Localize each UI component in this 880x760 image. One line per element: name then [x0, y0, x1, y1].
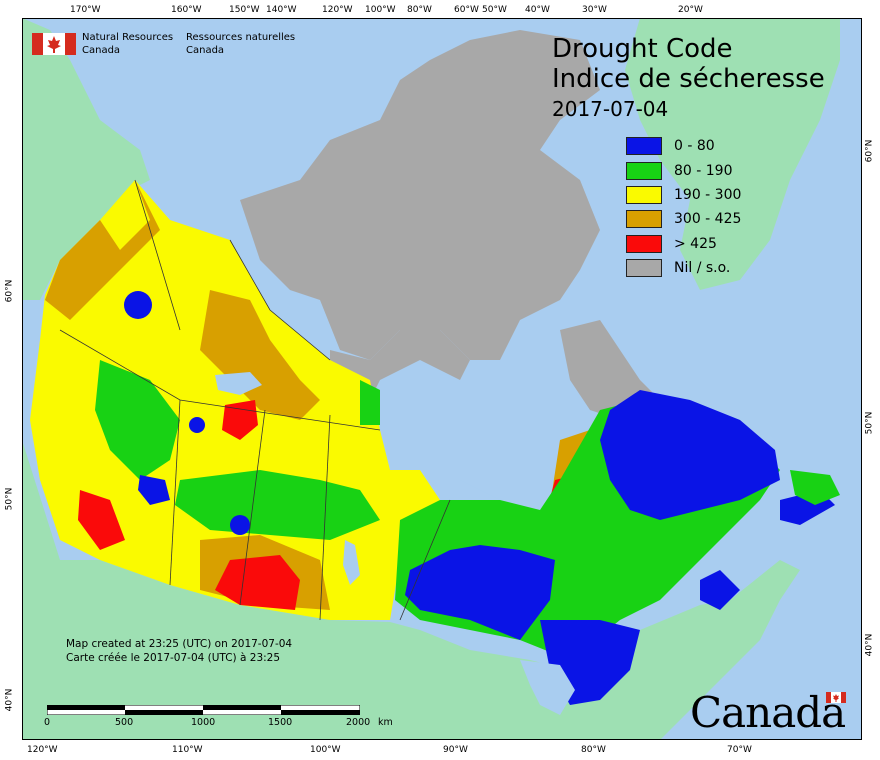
tick-left-50n: 50°N: [4, 487, 15, 511]
legend-label: 300 - 425: [674, 211, 742, 228]
scale-label-0: 0: [44, 717, 51, 728]
tick-top-100w: 100°W: [365, 5, 396, 15]
lake-central: [215, 372, 262, 395]
orange-north: [45, 180, 160, 320]
legend-label: 190 - 300: [674, 186, 742, 203]
scale-label-2000: 2000: [346, 717, 371, 728]
org-en-line2: Canada: [82, 45, 121, 56]
tick-top-20w: 20°W: [678, 5, 703, 15]
tick-top-170w: 170°W: [70, 5, 101, 15]
scale-label-500: 500: [115, 717, 134, 728]
tick-left-60n: 60°N: [4, 279, 15, 303]
org-name-fr: Ressources naturelles Canada: [186, 31, 295, 57]
great-lakes: [520, 660, 575, 715]
title-en: Drought Code: [552, 34, 733, 64]
org-name-en: Natural Resources Canada: [82, 31, 173, 57]
green-prairies: [175, 470, 380, 540]
legend-swatch: [626, 161, 662, 180]
tick-top-40w: 40°W: [525, 5, 550, 15]
blue-spot-prairies: [230, 515, 250, 535]
legend-item: 80 - 190: [626, 158, 741, 182]
credit-fr: Carte créée le 2017-07-04 (UTC) à 23:25: [66, 652, 281, 664]
canada-flag-icon: [32, 33, 76, 55]
eastern-blue: [405, 545, 555, 640]
provincial-borders: [59, 179, 451, 621]
tick-right-60n: 60°N: [864, 139, 875, 163]
legend-item: 300 - 425: [626, 207, 741, 231]
tick-top-150w: 150°W: [229, 5, 260, 15]
green-west: [95, 360, 180, 480]
blue-west-lake: [138, 475, 170, 505]
org-en-line1: Natural Resources: [82, 32, 174, 43]
tick-top-140w: 140°W: [266, 5, 297, 15]
orange-center: [200, 290, 320, 420]
tick-top-160w: 160°W: [171, 5, 202, 15]
tick-bottom-70w: 70°W: [727, 745, 752, 755]
title-date: 2017-07-04: [552, 97, 669, 121]
map-title: Drought Code Indice de sécheresse 2017-0…: [552, 34, 825, 122]
tick-right-40n: 40°N: [864, 633, 875, 657]
map-credit: Map created at 23:25 (UTC) on 2017-07-04…: [66, 637, 292, 665]
green-hudson: [360, 380, 380, 425]
blue-spot-north: [124, 291, 152, 319]
tick-right-50n: 50°N: [864, 411, 875, 435]
credit-en: Map created at 23:25 (UTC) on 2017-07-04: [66, 638, 293, 650]
legend-item: Nil / s.o.: [626, 256, 741, 280]
legend: 0 - 80 80 - 190 190 - 300 300 - 425 > 42…: [626, 134, 741, 280]
legend-swatch: [626, 259, 662, 278]
legend-swatch: [626, 137, 662, 156]
tick-bottom-100w: 100°W: [310, 745, 341, 755]
tick-top-60w: 60°W: [454, 5, 479, 15]
title-fr: Indice de sécheresse: [552, 64, 825, 94]
wordmark-flag-icon: [826, 692, 846, 703]
org-fr-line1: Ressources naturelles: [186, 32, 296, 43]
tick-top-120w: 120°W: [322, 5, 353, 15]
map-frame: [22, 18, 862, 740]
red-prairies: [215, 555, 300, 610]
alaska-land: [22, 18, 150, 300]
legend-item: 0 - 80: [626, 134, 741, 158]
scale-unit: km: [378, 717, 393, 728]
blue-spot-center: [189, 417, 205, 433]
scale-label-1500: 1500: [268, 717, 293, 728]
legend-item: 190 - 300: [626, 183, 741, 207]
tick-top-30w: 30°W: [582, 5, 607, 15]
greenland-land: [625, 18, 840, 290]
tick-top-50w: 50°W: [482, 5, 507, 15]
tick-bottom-90w: 90°W: [443, 745, 468, 755]
legend-swatch: [626, 185, 662, 204]
lake-winnipeg: [343, 540, 360, 585]
nb-blue: [700, 570, 740, 610]
scale-label-1000: 1000: [191, 717, 216, 728]
canada-wordmark: Canada: [690, 688, 846, 737]
legend-label: 80 - 190: [674, 162, 733, 179]
legend-swatch: [626, 234, 662, 253]
tick-bottom-80w: 80°W: [581, 745, 606, 755]
hudson-bay: [380, 360, 560, 510]
newfoundland: [790, 470, 840, 505]
legend-label: Nil / s.o.: [674, 260, 731, 277]
legend-label: 0 - 80: [674, 138, 715, 155]
quebec-blue: [600, 390, 780, 520]
legend-swatch: [626, 210, 662, 229]
legend-label: > 425: [674, 235, 717, 252]
arctic-islands: [240, 30, 600, 360]
legend-item: > 425: [626, 232, 741, 256]
tick-left-40n: 40°N: [4, 688, 15, 712]
tick-bottom-120w: 120°W: [27, 745, 58, 755]
tick-top-80w: 80°W: [407, 5, 432, 15]
red-bc: [78, 490, 125, 550]
tick-bottom-110w: 110°W: [172, 745, 203, 755]
org-fr-line2: Canada: [186, 45, 225, 56]
scale-bar: [47, 705, 360, 715]
